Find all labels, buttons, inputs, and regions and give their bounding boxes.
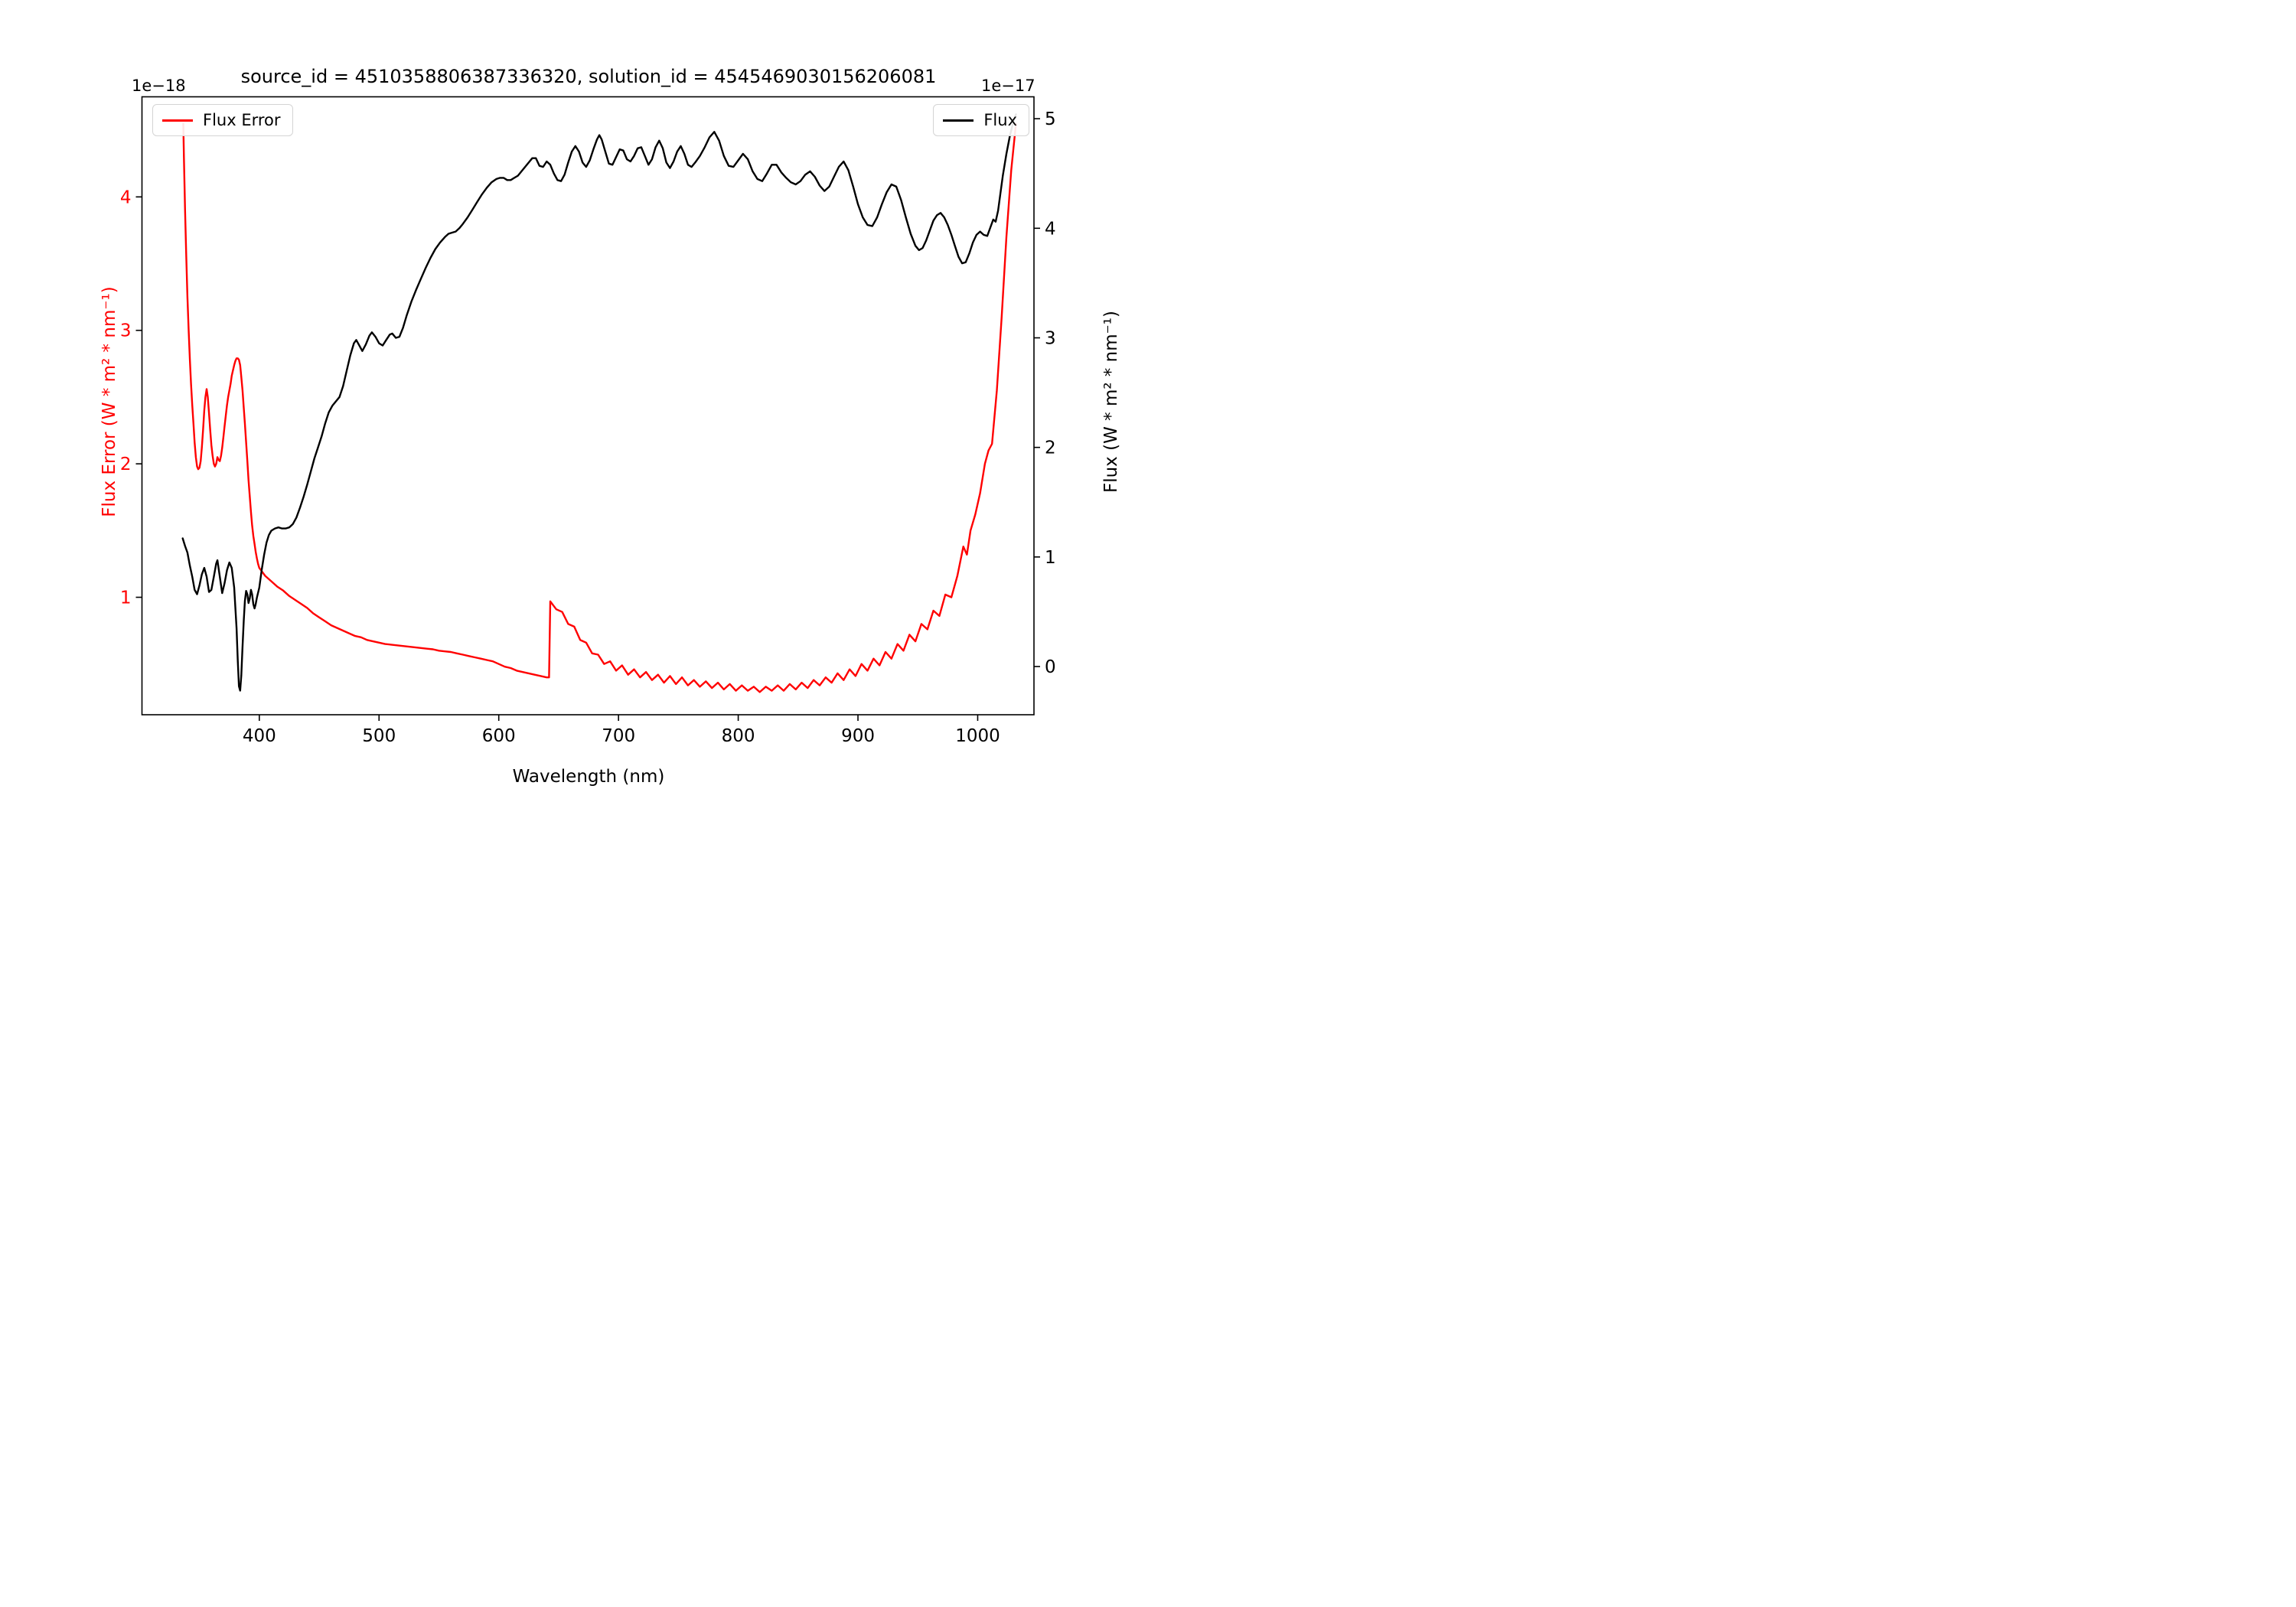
x-tick-label: 700 [602, 726, 635, 746]
y-right-tick-label: 2 [1045, 438, 1056, 458]
y-right-tick-label: 3 [1045, 328, 1056, 348]
x-tick-label: 500 [362, 726, 396, 746]
x-tick-label: 600 [482, 726, 516, 746]
flux-error-legend-line-icon [162, 119, 193, 122]
y-left-axis-label: Flux Error (W * m² * nm⁻¹) [99, 286, 119, 517]
flux-legend-line-icon [943, 119, 974, 122]
plot-svg: 400 500 600 700 800 900 1000 1 2 3 4 0 1 2 3 4 5 [120, 96, 1056, 746]
y-right-tick-label: 5 [1045, 109, 1056, 129]
legend-flux-error: Flux Error [152, 104, 293, 136]
y-right-tick-label: 1 [1045, 548, 1056, 568]
y-left-tick-label: 1 [120, 588, 132, 608]
chart-title: source_id = 4510358806387336320, solutio… [240, 66, 937, 87]
x-tick-label: 800 [722, 726, 755, 746]
figure: 400 500 600 700 800 900 1000 1 2 3 4 0 1 2 3 4 5 source_… [0, 0, 1148, 804]
x-tick-label: 400 [243, 726, 276, 746]
legend-flux: Flux [933, 104, 1029, 136]
curve-flux [181, 113, 1017, 692]
y-right-tick-label: 0 [1045, 657, 1056, 677]
legend-flux-label: Flux [983, 111, 1017, 129]
y-right-tick-label: 4 [1045, 219, 1056, 239]
y-left-offset-text: 1e−18 [132, 77, 186, 95]
x-axis-label: Wavelength (nm) [512, 767, 665, 787]
curve-flux-error [182, 122, 1017, 693]
y-left-tick-label: 3 [120, 321, 132, 341]
y-right-offset-text: 1e−17 [981, 77, 1035, 95]
y-right-axis-label: Flux (W * m² * nm⁻¹) [1101, 310, 1121, 494]
legend-flux-error-label: Flux Error [203, 111, 281, 129]
x-tick-label: 900 [841, 726, 875, 746]
plot-frame [141, 96, 1035, 715]
y-left-tick-label: 4 [120, 187, 132, 207]
y-left-tick-label: 2 [120, 455, 132, 474]
x-tick-label: 1000 [955, 726, 1000, 746]
